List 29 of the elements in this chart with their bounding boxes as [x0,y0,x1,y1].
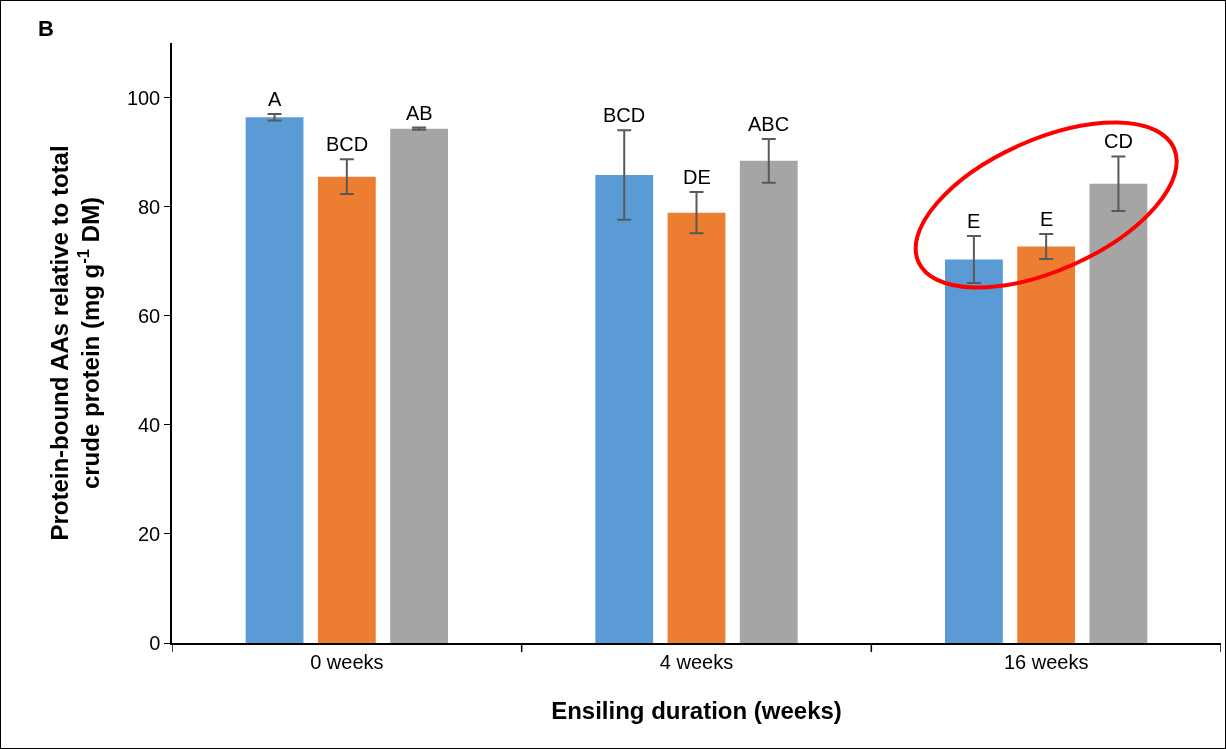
bar [667,212,726,643]
x-tick-label: 4 weeks [659,650,734,673]
bar [739,160,798,643]
y-tick-label: 80 [138,195,161,218]
x-tick-label: 16 weeks [1003,650,1089,673]
text: B [38,16,54,41]
annotation: BCD [326,133,369,155]
annotation: ABC [748,113,790,135]
annotation: DE [683,166,711,188]
x-tick-label: 0 weeks [310,650,384,673]
annotation: A [268,88,282,110]
y-tick-label: 0 [149,632,161,654]
y-tick-label: 20 [138,522,161,545]
bar [317,176,376,643]
bar [390,128,448,643]
bar [245,117,304,643]
x-axis-title: Ensiling duration (weeks) [551,696,842,724]
bar [595,175,654,643]
bar [945,259,1003,643]
bar [1017,246,1076,643]
annotation: AB [406,102,433,124]
annotation: E [1040,208,1054,230]
y-tick-label: 100 [126,86,161,109]
annotation: E [967,210,981,232]
annotation: BCD [603,104,646,126]
y-tick-label: 60 [138,304,161,327]
bar [1089,183,1148,643]
y-tick-label: 40 [138,413,161,436]
annotation: CD [1104,130,1133,152]
